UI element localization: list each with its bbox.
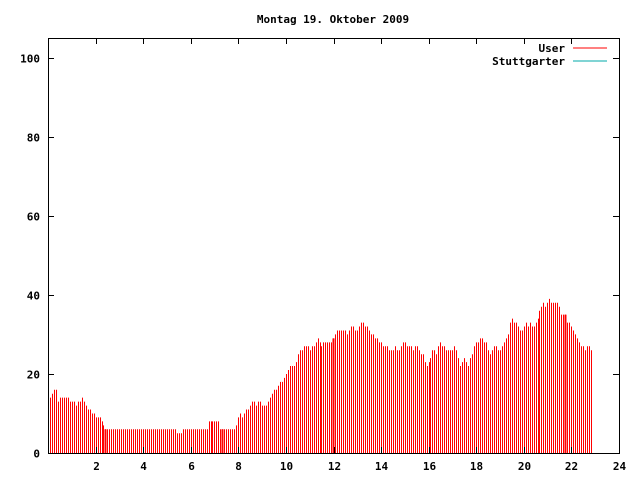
highlight-bar — [564, 314, 567, 453]
x-tick-label: 18 — [470, 460, 483, 473]
x-tick-label: 14 — [375, 460, 389, 473]
y-tick-label: 40 — [27, 290, 40, 303]
highlight-bar — [332, 338, 335, 453]
x-tick-label: 20 — [518, 460, 531, 473]
y-tick-label: 80 — [27, 132, 40, 145]
x-tick-label: 22 — [565, 460, 578, 473]
x-tick-label: 10 — [280, 460, 293, 473]
y-tick-label: 100 — [20, 53, 40, 66]
legend-label: User — [539, 42, 566, 55]
chart-title: Montag 19. Oktober 2009 — [257, 13, 409, 26]
x-tick-label: 6 — [188, 460, 195, 473]
y-tick-label: 20 — [27, 369, 40, 382]
y-tick-label: 60 — [27, 211, 40, 224]
x-tick-label: 8 — [235, 460, 242, 473]
x-tick-label: 4 — [140, 460, 147, 473]
y-tick-label: 0 — [33, 448, 40, 461]
highlight-bars-layer — [104, 314, 567, 453]
bars-layer — [48, 298, 592, 453]
x-tick-label: 12 — [328, 460, 341, 473]
x-tick-label: 2 — [93, 460, 100, 473]
highlight-bar — [104, 429, 107, 453]
x-tick-label: 24 — [613, 460, 627, 473]
legend-label: Stuttgarter — [492, 55, 565, 68]
x-tick-label: 16 — [423, 460, 437, 473]
highlight-bar — [221, 429, 224, 453]
